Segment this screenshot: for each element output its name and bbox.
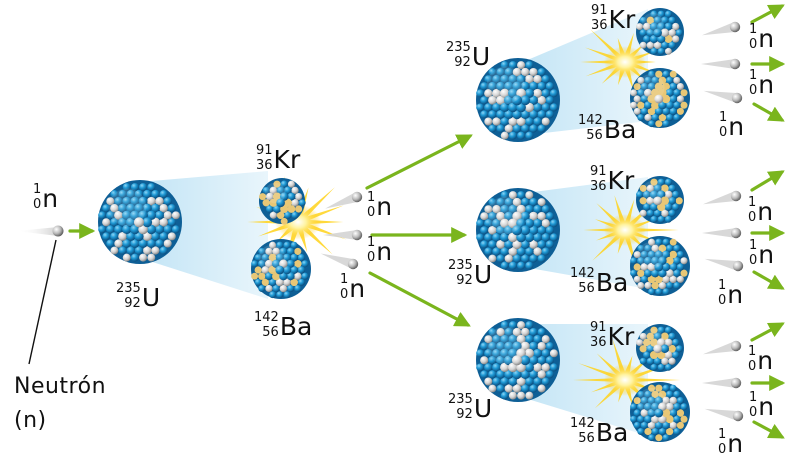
arrow-bottom-2 bbox=[752, 420, 785, 439]
uranium-nucleus-top bbox=[476, 58, 560, 142]
neutron-gen1-c bbox=[320, 253, 359, 270]
krypton-nucleus-bottom bbox=[636, 324, 684, 372]
uranium-label-top: 235 92 U bbox=[446, 40, 491, 71]
neutron-mid-2 bbox=[704, 258, 744, 272]
neutron-mid-0 bbox=[703, 190, 742, 205]
neutron-gen1-a bbox=[325, 191, 363, 209]
uranium-nucleus-1 bbox=[98, 180, 182, 264]
arrow-top-2 bbox=[752, 102, 785, 122]
krypton-label-bottom: 91 36 Kr bbox=[590, 320, 635, 351]
neutron-caption-line1: Neutrón bbox=[14, 374, 107, 399]
krypton-nucleus-gen1 bbox=[259, 178, 306, 225]
neutron-gen1-b bbox=[323, 229, 363, 241]
arrow-bottom-0 bbox=[750, 322, 785, 342]
krypton-label-mid: 91 36 Kr bbox=[590, 164, 635, 195]
flash-top bbox=[580, 29, 659, 91]
neutron-bottom-0 bbox=[703, 340, 742, 355]
krypton-label-gen1: 91 36 Kr bbox=[256, 143, 301, 174]
barium-nucleus-mid bbox=[630, 236, 690, 296]
neutron-top-1 bbox=[701, 58, 741, 70]
uranium-label-bottom: 235 92 U bbox=[448, 392, 493, 423]
neutron-bottom-1 bbox=[702, 377, 742, 389]
neutron-caption-line2: (n) bbox=[14, 408, 47, 433]
neutron-bottom-2 bbox=[704, 408, 744, 422]
krypton-nucleus-top bbox=[636, 8, 684, 56]
neutron-top-2 bbox=[703, 90, 743, 104]
neutron-top-0 bbox=[702, 21, 741, 36]
barium-nucleus-bottom bbox=[630, 382, 690, 442]
krypton-nucleus-mid bbox=[636, 176, 684, 224]
arrow-mid-2 bbox=[752, 270, 785, 290]
uranium-label-1: 235 92 U bbox=[116, 281, 161, 312]
flash-bottom bbox=[573, 339, 681, 409]
arrow-gen1-bottom bbox=[368, 271, 471, 327]
neutron-pointer-line bbox=[28, 239, 57, 365]
uranium-nucleus-mid bbox=[476, 188, 560, 272]
barium-label-gen1: 142 56 Ba bbox=[254, 310, 313, 341]
barium-label-bottom: 142 56 Ba bbox=[570, 416, 629, 447]
uranium-nucleus-bottom bbox=[476, 318, 560, 402]
incoming-neutron bbox=[16, 225, 64, 237]
flash-mid bbox=[583, 195, 679, 272]
uranium-label-mid: 235 92 U bbox=[448, 258, 493, 289]
barium-nucleus-gen1 bbox=[251, 239, 311, 299]
neutron-mid-1 bbox=[702, 227, 742, 239]
barium-nucleus-top bbox=[630, 68, 690, 128]
barium-label-top: 142 56 Ba bbox=[578, 113, 637, 144]
krypton-label-top: 91 36 Kr bbox=[591, 3, 636, 34]
barium-label-mid: 142 56 Ba bbox=[570, 266, 629, 297]
arrow-gen1-top bbox=[365, 134, 473, 190]
arrow-mid-0 bbox=[750, 170, 785, 192]
arrow-top-0 bbox=[750, 4, 785, 24]
